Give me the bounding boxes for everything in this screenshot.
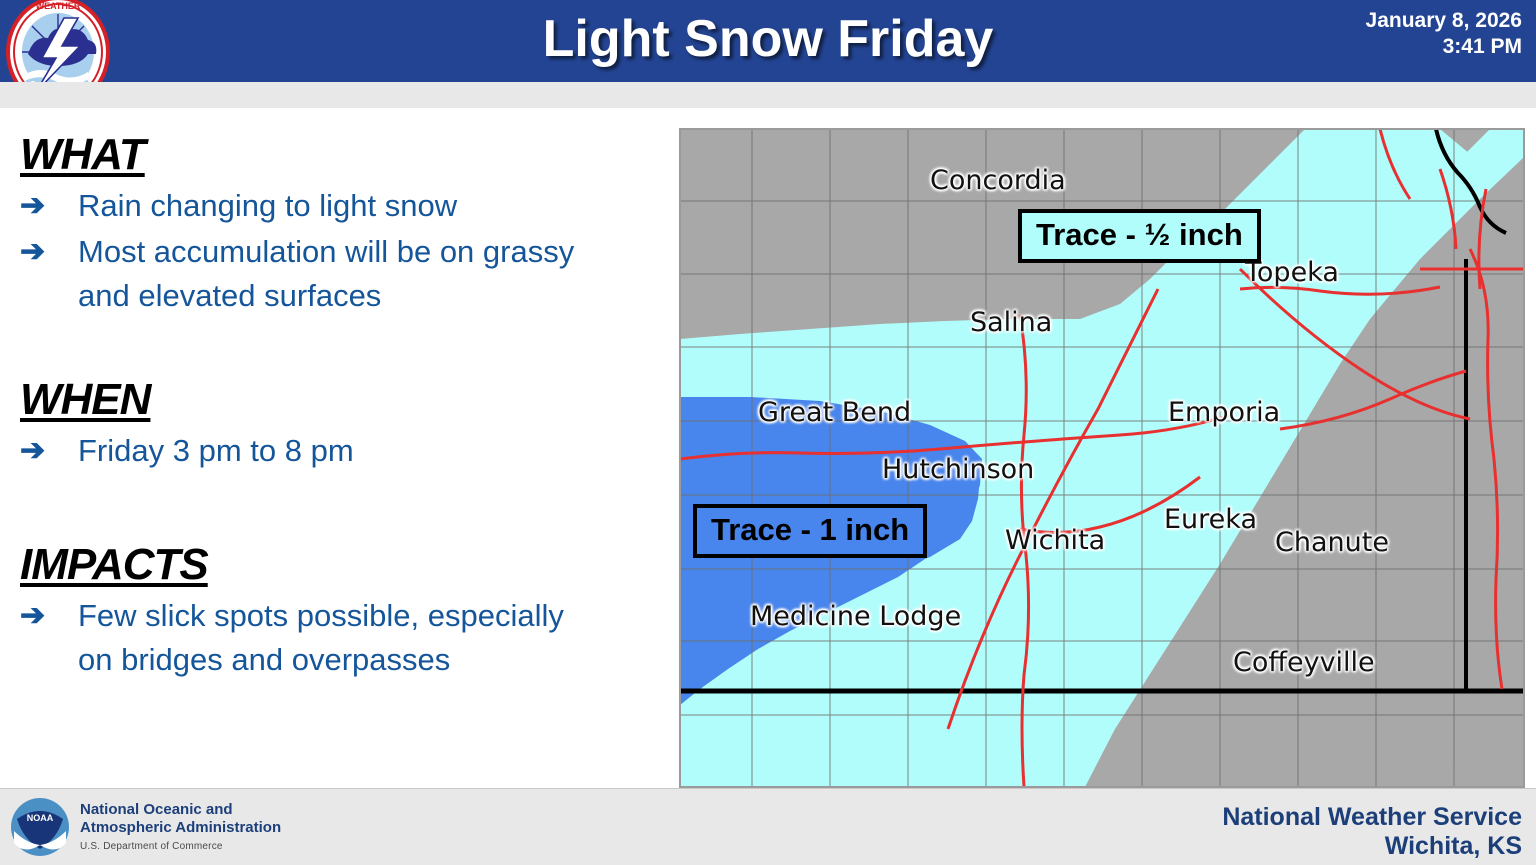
section-impacts-heading: IMPACTS bbox=[20, 540, 209, 589]
bullet-impacts-1-text: Few slick spots possible, especially on … bbox=[78, 598, 564, 677]
river-boundary bbox=[1434, 129, 1507, 235]
bullet-what-1-text: Rain changing to light snow bbox=[78, 188, 458, 223]
section-impacts: IMPACTS ➔ Few slick spots possible, espe… bbox=[0, 540, 578, 684]
noaa-line-1: National Oceanic and bbox=[80, 801, 233, 818]
section-what-heading: WHAT bbox=[20, 130, 146, 179]
noaa-agency-name: National Oceanic and Atmospheric Adminis… bbox=[80, 801, 281, 837]
legend-trace-half-inch: Trace - ½ inch bbox=[1018, 209, 1261, 263]
region-trace-half-band bbox=[680, 129, 1524, 787]
header-time: 3:41 PM bbox=[1442, 35, 1522, 58]
page-header: WEATHER SERVICE ★ ★ ★ Light Snow Friday … bbox=[0, 0, 1536, 108]
noaa-department: U.S. Department of Commerce bbox=[80, 841, 223, 852]
svg-text:WEATHER: WEATHER bbox=[36, 1, 81, 11]
nws-office-line-2: Wichita, KS bbox=[1384, 832, 1522, 860]
page-title: Light Snow Friday bbox=[542, 10, 994, 68]
noaa-seal-icon: NOAA bbox=[8, 797, 72, 857]
page-footer: NOAA National Oceanic and Atmospheric Ad… bbox=[0, 788, 1536, 865]
bullet-what-1: ➔ Rain changing to light snow bbox=[20, 184, 578, 228]
bullet-impacts-1: ➔ Few slick spots possible, especially o… bbox=[20, 594, 578, 682]
nws-seal-icon: WEATHER SERVICE ★ ★ ★ bbox=[2, 0, 114, 108]
section-when: WHEN ➔ Friday 3 pm to 8 pm bbox=[0, 375, 354, 475]
bullet-what-2: ➔ Most accumulation will be on grassy an… bbox=[20, 230, 578, 318]
arrow-icon: ➔ bbox=[20, 189, 46, 222]
header-divider-strip bbox=[0, 82, 1536, 108]
nws-office-line-1: National Weather Service bbox=[1222, 803, 1522, 831]
section-when-heading: WHEN bbox=[20, 375, 151, 424]
nws-office: National Weather Service Wichita, KS bbox=[1222, 803, 1522, 861]
header-datetime: January 8, 2026 3:41 PM bbox=[1366, 8, 1522, 60]
bullet-when-1: ➔ Friday 3 pm to 8 pm bbox=[20, 429, 354, 473]
highways bbox=[680, 129, 1524, 787]
arrow-icon: ➔ bbox=[20, 235, 46, 268]
snowfall-forecast-map[interactable]: Concordia Topeka Salina Great Bend Empor… bbox=[679, 128, 1525, 788]
legend-trace-one-inch: Trace - 1 inch bbox=[693, 504, 928, 558]
svg-text:NOAA: NOAA bbox=[27, 813, 54, 823]
noaa-line-2: Atmospheric Administration bbox=[80, 819, 282, 836]
header-date: January 8, 2026 bbox=[1365, 9, 1522, 32]
bullet-when-1-text: Friday 3 pm to 8 pm bbox=[78, 433, 354, 468]
arrow-icon: ➔ bbox=[20, 434, 46, 467]
info-panel: WHAT ➔ Rain changing to light snow ➔ Mos… bbox=[0, 110, 660, 788]
bullet-what-2-text: Most accumulation will be on grassy and … bbox=[78, 234, 575, 313]
arrow-icon: ➔ bbox=[20, 599, 46, 632]
section-what: WHAT ➔ Rain changing to light snow ➔ Mos… bbox=[0, 130, 578, 320]
